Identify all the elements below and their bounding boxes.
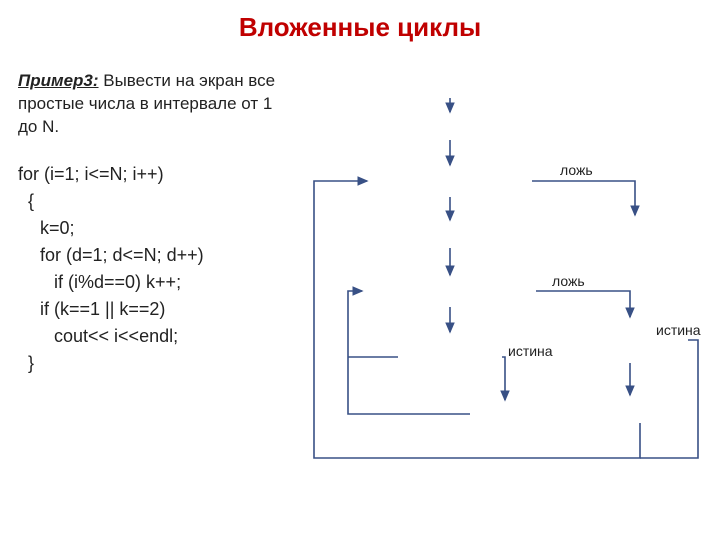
code-line: if (k==1 || k==2)	[18, 296, 278, 323]
svg-text:i=1; i<=N; i++: i=1; i<=N; i++	[411, 173, 489, 188]
node-output-i: i	[600, 395, 680, 423]
node-kpp: K++	[470, 400, 540, 428]
flowchart: начало N i=1; i<=N; i++ K=0 d=0; d<=N; d…	[300, 60, 710, 530]
code-line: k=0;	[18, 215, 278, 242]
task-description: Пример3: Вывести на экран все простые чи…	[18, 70, 278, 139]
svg-text:d=0; d<=N; d++: d=0; d<=N; d++	[405, 283, 496, 298]
code-line: for (i=1; i<=N; i++)	[18, 161, 278, 188]
node-end: конец	[592, 215, 678, 243]
label-false: ложь	[552, 273, 585, 289]
node-loop-d: d=0; d<=N; d++	[360, 275, 540, 307]
node-k0: K=0	[403, 220, 497, 248]
code-line: if (i%d==0) k++;	[18, 269, 278, 296]
svg-text:i: i	[638, 400, 641, 416]
label-false: ложь	[560, 162, 593, 178]
svg-text:i % d==0: i % d==0	[426, 350, 474, 364]
svg-text:N: N	[445, 117, 455, 133]
task-label: Пример3:	[18, 71, 99, 90]
code-block: for (i=1; i<=N; i++) { k=0; for (d=1; d<…	[18, 161, 278, 377]
code-line: }	[18, 350, 278, 377]
node-start: начало	[395, 70, 505, 98]
code-line: for (d=1; d<=N; d++)	[18, 242, 278, 269]
node-cond: i % d==0	[395, 332, 505, 382]
code-line: {	[18, 188, 278, 215]
svg-text:k=2, k=1: k=2, k=1	[607, 333, 653, 347]
label-true: истина	[508, 343, 553, 359]
page-title: Вложенные циклы	[0, 0, 720, 43]
label-true: истина	[656, 322, 701, 338]
node-loop-i: i=1; i<=N; i++	[365, 165, 535, 197]
left-column: Пример3: Вывести на экран все простые чи…	[18, 70, 278, 377]
code-line: cout<< i<<endl;	[18, 323, 278, 350]
node-input: N	[385, 112, 515, 140]
